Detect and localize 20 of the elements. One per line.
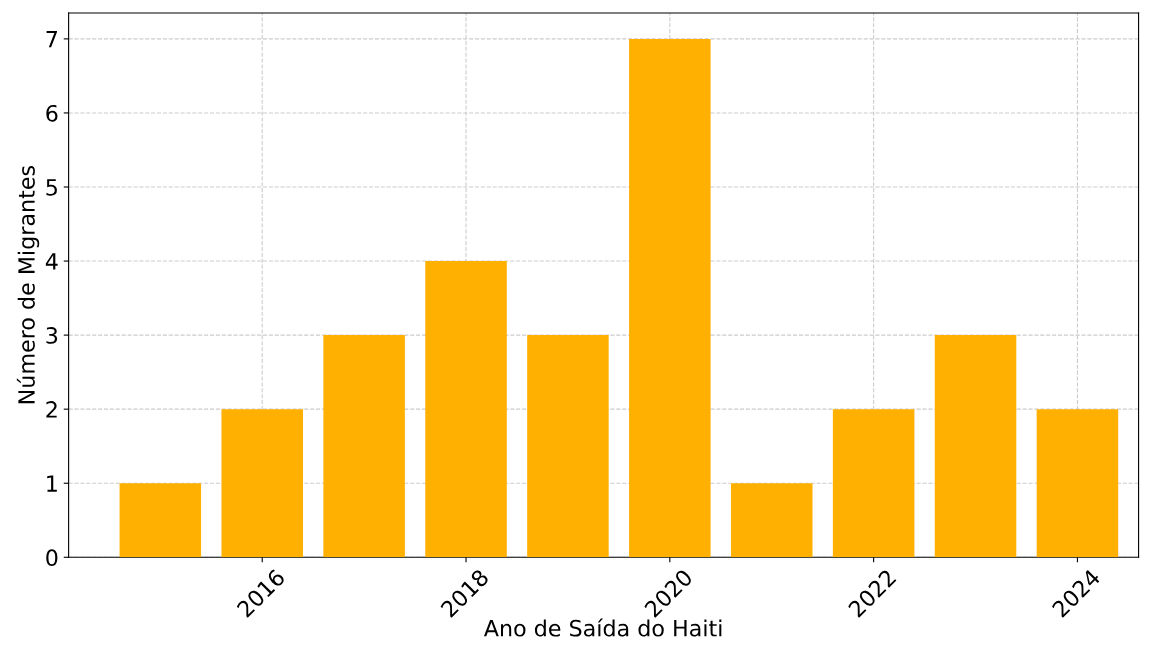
y-tick-label: 3 <box>46 327 58 344</box>
y-axis-title: Número de Migrantes <box>16 166 40 404</box>
bar <box>425 261 507 558</box>
y-tick-label: 2 <box>46 401 57 418</box>
x-axis-title: Ano de Saída do Haiti <box>483 618 722 637</box>
y-tick-label: 5 <box>46 179 57 196</box>
bar <box>323 335 405 558</box>
bar <box>1036 409 1119 558</box>
bar <box>832 409 915 558</box>
bar <box>629 38 711 558</box>
y-tick-label: 6 <box>46 104 58 122</box>
y-tick-label: 7 <box>46 31 57 48</box>
bar <box>527 335 609 558</box>
y-tick-label: 1 <box>47 475 57 492</box>
bar <box>119 483 202 558</box>
bar <box>221 409 303 558</box>
bar <box>730 483 813 558</box>
y-tick-label: 4 <box>45 253 58 270</box>
y-tick-label: 0 <box>46 549 58 567</box>
bar <box>934 335 1017 558</box>
